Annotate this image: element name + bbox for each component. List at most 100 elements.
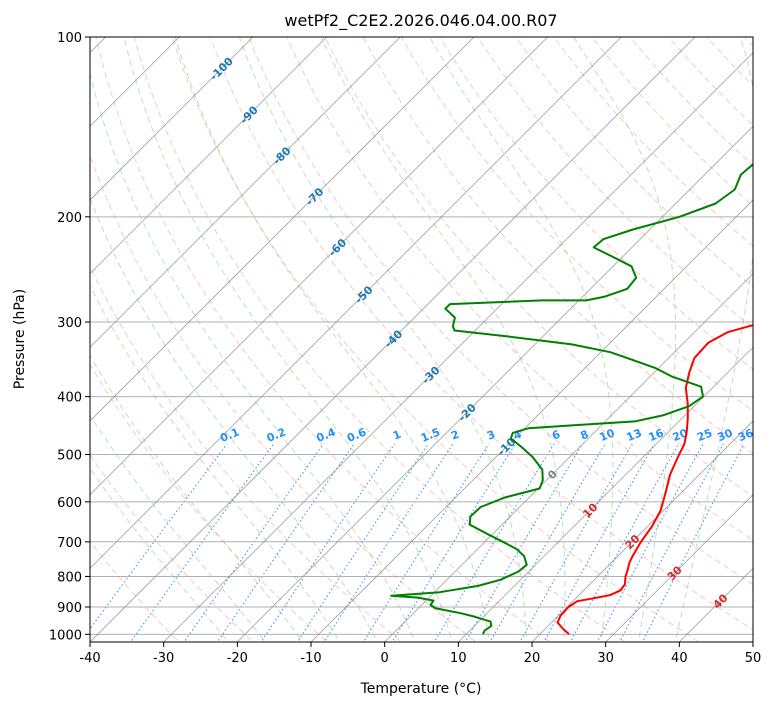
dry-adiabat-line — [362, 37, 753, 455]
x-tick-label: -30 — [153, 651, 174, 666]
dry-adiabat-line — [400, 37, 753, 412]
x-axis-ticks: -40 -30 -20 -10 0 10 20 30 40 50 — [79, 642, 761, 666]
isotherm-line — [90, 37, 549, 496]
mixing-ratio-label: 10 — [597, 426, 616, 444]
mixing-ratio-label: 36 — [736, 426, 755, 444]
dry-adiabat-line — [629, 37, 753, 167]
x-tick-label: 50 — [745, 651, 762, 666]
isotherm-line — [90, 37, 696, 642]
x-tick-label: 40 — [671, 651, 688, 666]
isotherm-line — [310, 199, 753, 642]
mixing-ratio-line — [129, 443, 275, 642]
dry-adiabat-line — [667, 37, 753, 127]
chart-title: wetPf2_C2E2.2026.046.04.00.R07 — [284, 11, 557, 31]
dry-adiabat-line — [324, 37, 753, 498]
mixing-ratio-line — [596, 443, 704, 642]
mixing-ratio-line — [619, 443, 724, 642]
dry-adiabat-line — [591, 37, 753, 207]
mixing-ratio-label: 0.4 — [315, 425, 338, 444]
y-tick-label: 600 — [57, 496, 82, 511]
moist-adiabat-line — [123, 37, 453, 642]
dry-adiabat-line — [90, 265, 403, 642]
dry-adiabat-line — [286, 37, 753, 541]
y-tick-label: 900 — [57, 601, 82, 616]
profile-lines — [390, 163, 753, 636]
mixing-ratio-line — [641, 443, 745, 642]
y-axis-ticks: 100 200 300 400 500 600 700 800 900 1000 — [49, 31, 90, 643]
mixing-ratio-line — [90, 443, 228, 630]
plot-frame — [89, 36, 754, 643]
dry-adiabat-line — [133, 37, 626, 642]
moist-adiabat-line — [174, 37, 490, 642]
isotherms — [90, 37, 753, 642]
dry-adiabat-line — [438, 37, 753, 370]
dry-adiabat-line — [90, 363, 329, 642]
mixing-ratio-label: 1 — [391, 428, 403, 443]
mixing-ratio-line — [362, 443, 490, 642]
moist-adiabat-line — [90, 414, 266, 642]
moist-adiabat-line — [238, 37, 528, 642]
mixing-ratio-line — [569, 443, 679, 642]
x-axis-label: Temperature (°C) — [360, 681, 482, 697]
x-tick-label: -10 — [300, 651, 321, 666]
isotherm-line — [531, 420, 753, 642]
mixing-ratio-line — [296, 443, 429, 642]
temperature-profile-line — [556, 324, 753, 636]
y-tick-label: 300 — [57, 316, 82, 331]
mixing-ratio-label: 2 — [449, 428, 461, 443]
mixing-ratio-label: 3 — [485, 428, 497, 443]
isotherm-label: 0 — [545, 467, 560, 482]
y-tick-label: 200 — [57, 211, 82, 226]
moist-adiabat-line — [674, 37, 753, 642]
y-tick-label: 100 — [57, 31, 82, 46]
dry-adiabat-line — [744, 37, 753, 47]
dry-adiabat-line — [248, 37, 753, 586]
mixing-ratio-label: 8 — [578, 428, 590, 443]
isotherm-label: -80 — [270, 144, 293, 167]
mixing-ratio-label: 0.6 — [345, 425, 368, 444]
y-tick-label: 500 — [57, 449, 82, 464]
moist-adiabat-line — [90, 354, 304, 642]
dry-adiabat-line — [95, 37, 552, 642]
dry-adiabat-line — [171, 37, 700, 642]
isotherm-line — [90, 37, 328, 275]
isotherm-line — [163, 52, 753, 642]
x-tick-label: -20 — [227, 651, 248, 666]
isotherm-label: -70 — [303, 185, 326, 208]
dry-adiabat-line — [705, 37, 753, 87]
isotherm-line — [457, 346, 753, 642]
moist-adiabat-line — [573, 37, 677, 642]
x-tick-label: 0 — [381, 651, 389, 666]
x-tick-label: -40 — [79, 651, 100, 666]
mixing-ratio-line — [391, 443, 516, 642]
mixing-ratio-line — [323, 443, 454, 642]
mixing-ratio-line — [519, 443, 633, 642]
isotherm-label: -50 — [352, 283, 375, 306]
mixing-ratio-line — [489, 443, 606, 642]
isotherm-line — [90, 37, 180, 127]
isotherm-label: -60 — [326, 236, 349, 259]
y-tick-label: 800 — [57, 570, 82, 585]
moist-adiabat-line — [320, 37, 566, 642]
pressure-gridlines — [90, 37, 753, 635]
moist-adiabat-line — [90, 197, 378, 642]
isotherm-label: -100 — [207, 54, 236, 83]
moist-adiabat-line — [429, 37, 614, 642]
moist-adiabat-line — [90, 467, 229, 642]
mixing-ratio-label: 16 — [647, 426, 666, 444]
isotherm-line — [752, 641, 753, 642]
dry-adiabat-line — [553, 37, 753, 247]
isotherm-line — [605, 494, 753, 642]
y-axis-label: Pressure (hPa) — [12, 289, 28, 389]
isotherm-line — [384, 273, 753, 642]
y-tick-label: 1000 — [49, 628, 82, 643]
mixing-ratio-line — [260, 443, 396, 642]
isotherm-line — [90, 37, 622, 569]
dewpoint-profile-line — [390, 163, 753, 635]
x-tick-label: 20 — [524, 651, 541, 666]
mixing-ratio-label: 25 — [695, 426, 714, 444]
dry-adiabat-line — [90, 154, 477, 642]
mixing-ratio-label: 1.5 — [419, 426, 442, 445]
mixing-ratio-label: 13 — [625, 426, 644, 444]
